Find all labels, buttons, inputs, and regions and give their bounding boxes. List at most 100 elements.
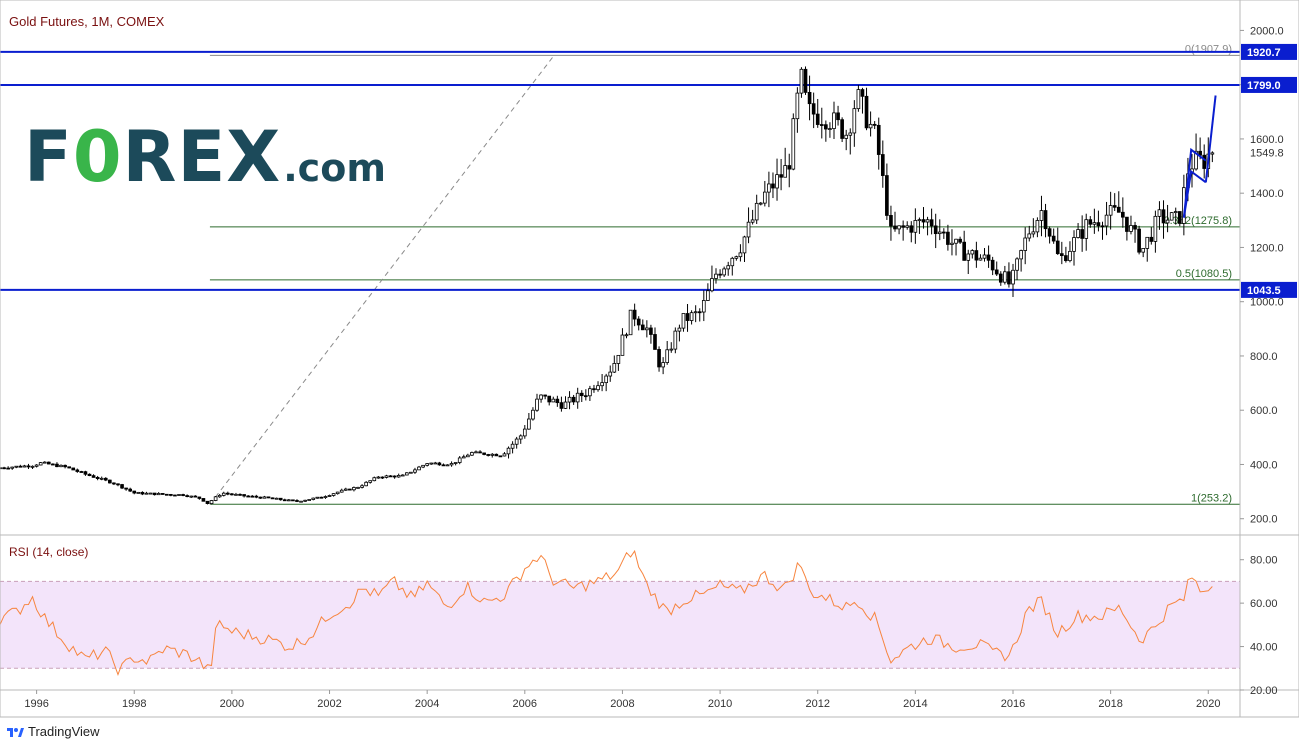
- candle-body: [730, 257, 735, 267]
- candle-body: [46, 461, 51, 465]
- candle-body: [63, 464, 67, 468]
- candle-body: [238, 493, 242, 496]
- candle-body: [901, 225, 905, 228]
- candle-body: [445, 464, 450, 467]
- candle-body: [396, 475, 401, 478]
- candle-body: [665, 349, 670, 363]
- last-price-label: 1549.8: [1250, 148, 1284, 160]
- candle-body: [584, 395, 588, 398]
- candle-body: [645, 327, 649, 331]
- candle-body: [124, 487, 128, 490]
- candle-body: [246, 495, 250, 498]
- candle-body: [242, 494, 246, 497]
- candle-body: [156, 493, 161, 496]
- candle-body: [942, 231, 946, 234]
- candle-body: [103, 477, 108, 481]
- candle-body: [193, 495, 198, 498]
- candle-body: [1027, 233, 1032, 239]
- candle-body: [929, 219, 934, 227]
- candle-body: [1059, 253, 1064, 257]
- candle-body: [937, 231, 942, 235]
- candle-body: [478, 451, 482, 454]
- candle-body: [1015, 258, 1019, 271]
- rsi-tick-label: 80.00: [1250, 555, 1278, 567]
- candle-body: [449, 463, 454, 466]
- candle-body: [59, 464, 63, 468]
- candle-body: [779, 174, 783, 178]
- candle-body: [494, 453, 499, 457]
- candle-body: [571, 396, 576, 403]
- candle-body: [567, 396, 572, 403]
- chart-title: Gold Futures, 1M, COMEX: [9, 14, 165, 29]
- candle-body: [1177, 211, 1182, 224]
- time-tick-label: 2016: [1001, 698, 1025, 710]
- pattern-drawing: [1182, 95, 1217, 218]
- candle-body: [921, 219, 926, 223]
- candle-body: [490, 453, 495, 456]
- candles: [0, 66, 1215, 505]
- candle-body: [360, 485, 364, 488]
- candle-body: [864, 95, 869, 129]
- candle-body: [1055, 240, 1060, 255]
- candle-body: [55, 463, 59, 468]
- level-price-label-bg: [1241, 76, 1297, 93]
- candle-body: [1161, 209, 1166, 224]
- candle-body: [1133, 225, 1137, 230]
- tradingview-link[interactable]: TradingView: [6, 724, 100, 739]
- candle-body: [1157, 209, 1162, 217]
- candle-body: [763, 191, 767, 204]
- candle-body: [718, 273, 722, 276]
- candle-body: [624, 334, 629, 337]
- time-tick-label: 2014: [903, 698, 927, 710]
- candle-body: [811, 103, 816, 115]
- candle-body: [1076, 229, 1080, 238]
- candle-body: [1137, 228, 1141, 253]
- candle-body: [1047, 228, 1052, 237]
- candle-body: [51, 463, 55, 466]
- candle-body: [22, 465, 27, 468]
- candle-body: [1210, 152, 1215, 155]
- price-tick-label: 800.0: [1250, 351, 1278, 363]
- candle-body: [710, 278, 714, 292]
- candle-body: [673, 330, 678, 350]
- candle-body: [1108, 205, 1113, 216]
- candle-body: [254, 495, 259, 498]
- candle-body: [848, 132, 853, 136]
- candle-body: [441, 464, 446, 467]
- candle-body: [998, 273, 1003, 283]
- candle-body: [815, 113, 820, 125]
- axes: 2000.01800.01600.01400.01200.01000.0800.…: [0, 0, 1299, 718]
- candle-body: [1039, 210, 1044, 221]
- candle-body: [734, 256, 739, 259]
- price-tick-label: 1600.0: [1250, 134, 1284, 146]
- horizontal-levels: [0, 50, 1240, 291]
- candle-body: [758, 202, 763, 205]
- rsi-band: [0, 581, 1240, 669]
- candle-body: [1129, 225, 1133, 232]
- price-tick-label: 600.0: [1250, 405, 1278, 417]
- time-tick-label: 2008: [610, 698, 634, 710]
- candle-body: [555, 398, 560, 404]
- candle-body: [897, 225, 901, 230]
- candle-body: [913, 220, 918, 233]
- candle-body: [185, 495, 189, 498]
- candle-body: [588, 388, 592, 397]
- chart-border: [0, 0, 1299, 718]
- candle-body: [270, 497, 275, 500]
- candle-body: [67, 466, 71, 469]
- candle-body: [225, 492, 230, 495]
- candle-body: [1125, 216, 1129, 232]
- candle-body: [1153, 215, 1158, 242]
- candle-body: [1092, 222, 1097, 225]
- candle-body: [132, 490, 137, 494]
- candle-body: [209, 500, 214, 504]
- candle-body: [10, 466, 15, 469]
- candle-body: [677, 327, 682, 332]
- candle-body: [531, 409, 535, 420]
- candle-body: [315, 496, 320, 499]
- candle-body: [1043, 210, 1048, 230]
- candle-body: [522, 428, 527, 437]
- candle-body: [596, 385, 600, 391]
- time-tick-label: 2000: [220, 698, 244, 710]
- candle-body: [323, 496, 328, 498]
